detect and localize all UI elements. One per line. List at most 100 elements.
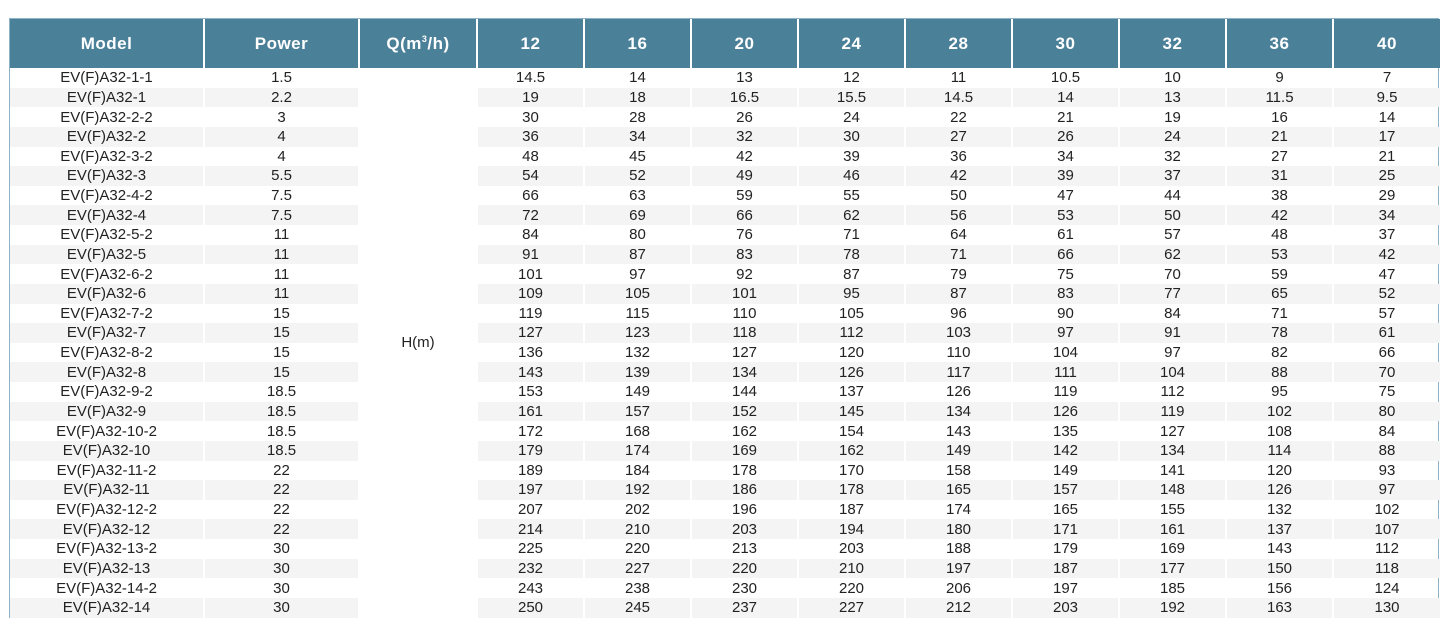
head-value-cell: 192 <box>583 480 690 500</box>
head-value-cell: 75 <box>1332 382 1440 402</box>
head-value-cell: 16.5 <box>690 87 797 108</box>
table-row: EV(F)A32-5-2 11 84 80 76 71 64 61 57 48 37 <box>10 225 1440 245</box>
head-value-cell: 78 <box>1225 323 1332 343</box>
power-cell: 11 <box>203 264 358 284</box>
model-cell: EV(F)A32-12 <box>10 519 203 539</box>
head-value-cell: 178 <box>797 480 904 500</box>
head-value-cell: 16 <box>1225 107 1332 127</box>
head-value-cell: 120 <box>797 342 904 363</box>
pump-performance-table: Model Power Q(m3/h) 12 16 20 24 28 30 32 36 40 E… <box>10 19 1440 618</box>
head-value-cell: 194 <box>797 519 904 539</box>
model-cell: EV(F)A32-6-2 <box>60 265 153 283</box>
head-value-cell: 119 <box>1118 401 1225 422</box>
head-value-cell: 50 <box>1118 205 1225 225</box>
power-cell: 22 <box>203 519 358 539</box>
head-value-cell: 150 <box>1225 558 1332 579</box>
head-value-cell: 91 <box>476 244 583 265</box>
head-value-cell: 84 <box>1332 421 1440 441</box>
power-cell: 30 <box>203 578 358 598</box>
head-value-cell: 34 <box>1011 146 1118 167</box>
header-power: Power <box>203 19 358 68</box>
head-value-cell: 29 <box>1332 185 1440 206</box>
head-value-cell: 118 <box>1332 558 1440 579</box>
table-row: EV(F)A32-3 5.5 54 52 49 46 42 39 37 31 25 <box>10 166 1440 186</box>
head-value-cell: 22 <box>904 107 1011 127</box>
power-cell: 22 <box>203 499 358 520</box>
head-value-cell: 232 <box>476 558 583 579</box>
head-value-cell: 18 <box>583 87 690 108</box>
power-cell: 18.5 <box>203 421 358 441</box>
head-value-cell: 230 <box>690 578 797 598</box>
power-cell: 15 <box>203 303 358 324</box>
head-value-cell: 97 <box>1118 342 1225 363</box>
head-value-cell: 144 <box>690 382 797 402</box>
head-value-cell: 148 <box>1118 480 1225 500</box>
model-cell: EV(F)A32-10 <box>10 440 203 461</box>
flow-unit-label: Q(m <box>386 33 422 53</box>
head-value-cell: 12 <box>797 68 904 88</box>
head-value-cell: 145 <box>797 401 904 422</box>
head-value-cell: 197 <box>1011 578 1118 598</box>
head-value-cell: 196 <box>690 499 797 520</box>
model-cell: EV(F)A32-11-2 <box>56 461 157 479</box>
head-value-cell: 87 <box>797 264 904 284</box>
head-value-cell: 124 <box>1332 578 1440 598</box>
head-value-cell: 52 <box>583 166 690 186</box>
head-value-cell: 189 <box>476 460 583 481</box>
model-cell: EV(F)A32-7-2 <box>60 304 153 322</box>
power-cell: 4 <box>203 126 358 147</box>
head-value-cell: 26 <box>690 107 797 127</box>
head-value-cell: 88 <box>1225 362 1332 382</box>
table-row: EV(F)A32-11 22 197 192 186 178 165 157 148 126 97 <box>10 480 1440 500</box>
head-value-cell: 212 <box>904 597 1011 618</box>
head-value-cell: 19 <box>476 87 583 108</box>
head-value-cell: 119 <box>1011 382 1118 402</box>
head-value-cell: 27 <box>1225 146 1332 167</box>
table-row: EV(F)A32-1-1 1.5 H(m) 14.5 14 13 12 11 10.5 10 9 7 <box>10 68 1440 618</box>
head-value-cell: 56 <box>904 205 1011 225</box>
head-value-cell: 87 <box>583 244 690 265</box>
model-cell: EV(F)A32-4-2 <box>60 187 153 205</box>
power-cell: 7.5 <box>203 185 358 206</box>
model-cell: EV(F)A32-14-2 <box>56 579 157 597</box>
head-value-cell: 134 <box>904 401 1011 422</box>
head-value-cell: 237 <box>690 597 797 618</box>
head-value-cell: 103 <box>904 323 1011 343</box>
table-row: EV(F)A32-8 15 143 139 134 126 117 111 104 88 70 <box>10 362 1440 382</box>
head-value-cell: 112 <box>1118 382 1225 402</box>
head-value-cell: 109 <box>476 283 583 304</box>
head-value-cell: 238 <box>583 578 690 598</box>
power-cell: 15 <box>203 362 358 382</box>
header-flow-24: 24 <box>797 19 904 68</box>
table-row: EV(F)A32-4-2 7.5 66 63 59 55 50 47 44 38 29 <box>10 185 1440 206</box>
head-value-cell: 19 <box>1118 107 1225 127</box>
head-value-cell: 76 <box>690 225 797 245</box>
head-value-cell: 39 <box>1011 166 1118 186</box>
head-value-cell: 83 <box>1011 283 1118 304</box>
head-value-cell: 14 <box>1011 87 1118 108</box>
head-value-cell: 169 <box>690 440 797 461</box>
header-flow-32: 32 <box>1118 19 1225 68</box>
head-value-cell: 53 <box>1011 205 1118 225</box>
head-value-cell: 143 <box>904 421 1011 441</box>
head-value-cell: 34 <box>1332 205 1440 225</box>
head-value-cell: 158 <box>904 460 1011 481</box>
table-row: EV(F)A32-10 18.5 179 174 169 162 149 142 134 114 8… <box>10 440 1440 461</box>
head-value-cell: 46 <box>797 166 904 186</box>
head-value-cell: 38 <box>1225 185 1332 206</box>
power-cell: 30 <box>203 539 358 559</box>
head-value-cell: 21 <box>1332 146 1440 167</box>
head-value-cell: 117 <box>904 362 1011 382</box>
head-value-cell: 136 <box>476 342 583 363</box>
head-value-cell: 132 <box>1225 499 1332 520</box>
head-value-cell: 37 <box>1332 225 1440 245</box>
head-value-cell: 153 <box>476 382 583 402</box>
head-value-cell: 77 <box>1118 283 1225 304</box>
table-row: EV(F)A32-12 22 214 210 203 194 180 171 161 137 107 <box>10 519 1440 539</box>
head-value-cell: 21 <box>1011 107 1118 127</box>
table-row: EV(F)A32-6-2 11 101 97 92 87 79 75 70 59 47 <box>10 264 1440 284</box>
head-value-cell: 220 <box>690 558 797 579</box>
head-value-cell: 47 <box>1332 264 1440 284</box>
head-value-cell: 179 <box>1011 539 1118 559</box>
head-value-cell: 15.5 <box>797 87 904 108</box>
